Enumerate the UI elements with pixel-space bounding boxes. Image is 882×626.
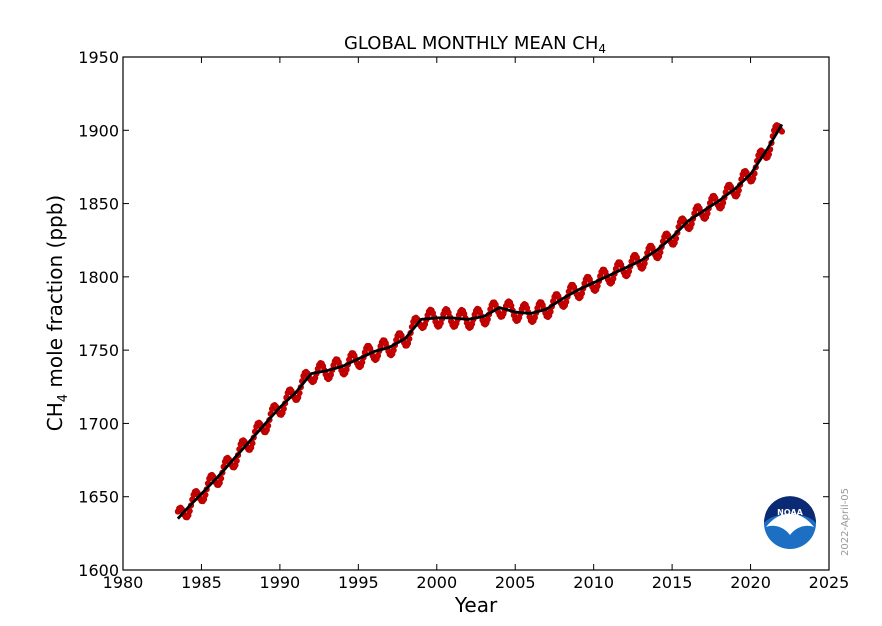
monthly-point <box>765 151 772 158</box>
y-axis-title: CH4 mole fraction (ppb) <box>43 195 71 431</box>
monthly-point <box>688 220 695 227</box>
date-stamp: 2022-April-05 <box>840 488 851 556</box>
noaa-logo: NOAA <box>763 496 817 549</box>
monthly-point <box>547 308 554 315</box>
chart-title: GLOBAL MONTHLY MEAN CH4 <box>344 33 606 56</box>
trend-line <box>176 123 784 520</box>
x-tick-label: 2025 <box>809 573 850 592</box>
x-tick-label: 1980 <box>103 573 144 592</box>
y-tick-label: 1600 <box>78 561 119 580</box>
y-tick-label: 1950 <box>78 48 119 67</box>
monthly-point <box>704 210 711 217</box>
x-tick-label: 2005 <box>495 573 536 592</box>
x-tick-label: 1990 <box>260 573 301 592</box>
monthly-point <box>641 260 648 267</box>
x-tick-label: 2010 <box>573 573 614 592</box>
x-tick-label: 1985 <box>181 573 222 592</box>
y-tick-label: 1900 <box>78 121 119 140</box>
noaa-logo-text: NOAA <box>777 508 803 517</box>
x-tick-label: 2020 <box>730 573 771 592</box>
y-tick-label: 1850 <box>78 195 119 214</box>
x-tick-label: 1995 <box>338 573 379 592</box>
x-tick-label: 2000 <box>416 573 457 592</box>
x-tick-label: 2015 <box>652 573 693 592</box>
x-axis-title: Year <box>454 593 498 617</box>
y-tick-label: 1650 <box>78 488 119 507</box>
y-tick-label: 1800 <box>78 268 119 287</box>
y-tick-label: 1750 <box>78 341 119 360</box>
y-tick-label: 1700 <box>78 414 119 433</box>
